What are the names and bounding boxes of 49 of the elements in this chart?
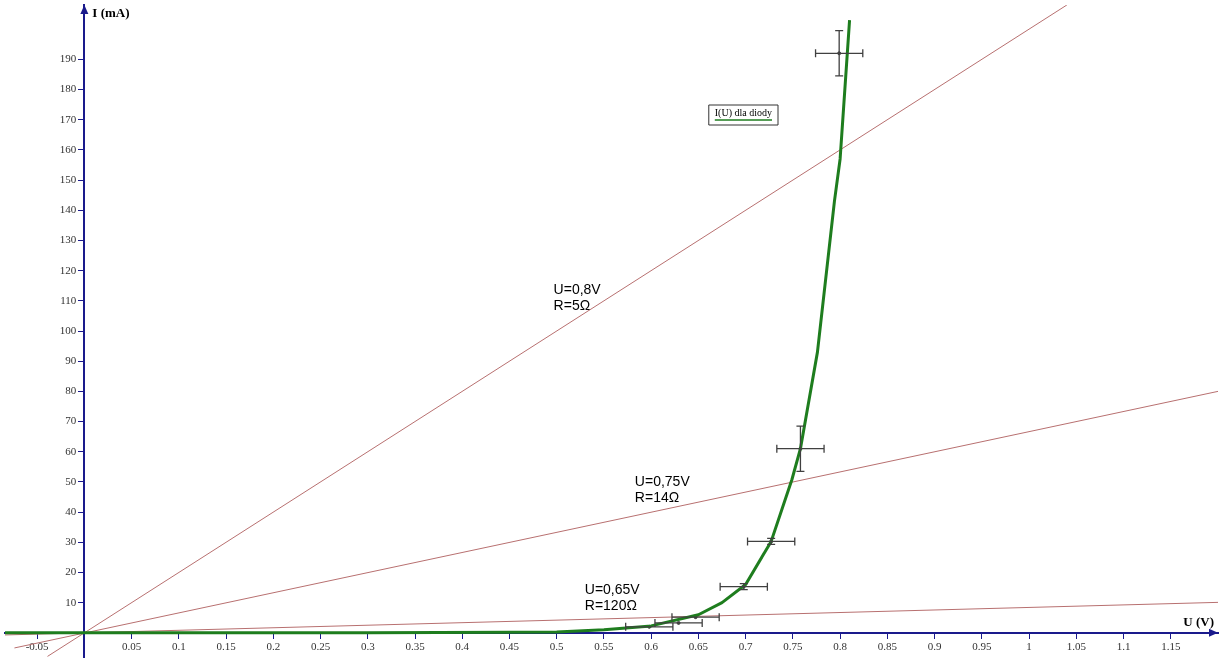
x-tick-label: 0.65 <box>688 640 709 653</box>
x-tick-label: 0.85 <box>877 640 898 653</box>
x-tick-label: 0.95 <box>972 640 992 653</box>
annotation: U=0,75V R=14Ω <box>634 472 691 505</box>
y-tick-label: 190 <box>59 52 77 65</box>
annotation: U=0,8V R=5Ω <box>553 280 602 313</box>
x-tick-label: 0.1 <box>171 640 186 653</box>
x-tick-label: 0.45 <box>499 640 520 653</box>
x-tick-label: 0.9 <box>927 640 942 653</box>
x-tick-label: 1.1 <box>1116 640 1131 653</box>
y-tick-label: 30 <box>65 535 77 548</box>
x-tick-label: 0.4 <box>455 640 470 653</box>
x-tick-label: 0.2 <box>266 640 281 653</box>
y-tick-label: 100 <box>59 323 77 336</box>
x-tick-label: 0.25 <box>310 640 331 653</box>
y-tick-label: 10 <box>65 595 77 608</box>
x-tick-label: 0.15 <box>216 640 237 653</box>
y-tick-label: 110 <box>60 293 77 306</box>
x-tick-label: 0.55 <box>594 640 615 653</box>
x-tick-label: 0.75 <box>783 640 804 653</box>
y-tick-label: 80 <box>65 384 77 397</box>
y-tick-label: 120 <box>59 263 77 276</box>
y-tick-label: 50 <box>65 474 77 487</box>
x-tick-label: 1.05 <box>1066 640 1087 653</box>
y-tick-label: 90 <box>65 354 77 367</box>
annotation: U=0,65V R=120Ω <box>584 580 641 613</box>
x-tick-label: 1.15 <box>1161 640 1181 653</box>
y-tick-label: 140 <box>59 203 77 216</box>
x-tick-label: 0.3 <box>360 640 376 653</box>
x-tick-label: 0.35 <box>405 640 426 653</box>
x-tick-label: 0.8 <box>833 640 848 653</box>
y-tick-label: 150 <box>59 172 77 185</box>
y-tick-label: 160 <box>59 142 77 155</box>
x-tick-label: 0.05 <box>121 640 142 653</box>
y-tick-label: 180 <box>59 82 77 95</box>
x-tick-label: 0.6 <box>644 640 659 653</box>
x-tick-label: 0.5 <box>549 640 565 653</box>
y-axis-title: I (mA) <box>92 4 130 20</box>
x-axis-title: U (V) <box>1183 613 1214 629</box>
x-tick-label: -0.05 <box>25 640 50 653</box>
text: I(U) dla diody <box>714 106 773 119</box>
y-tick-label: 70 <box>65 414 77 427</box>
y-tick-label: 130 <box>59 233 77 246</box>
x-tick-label: 1 <box>1026 640 1032 653</box>
y-tick-label: 40 <box>65 505 77 517</box>
x-tick-label: 0.7 <box>738 640 754 653</box>
y-tick-label: 170 <box>59 112 77 125</box>
y-tick-label: 20 <box>65 565 77 578</box>
y-tick-label: 60 <box>65 444 77 457</box>
